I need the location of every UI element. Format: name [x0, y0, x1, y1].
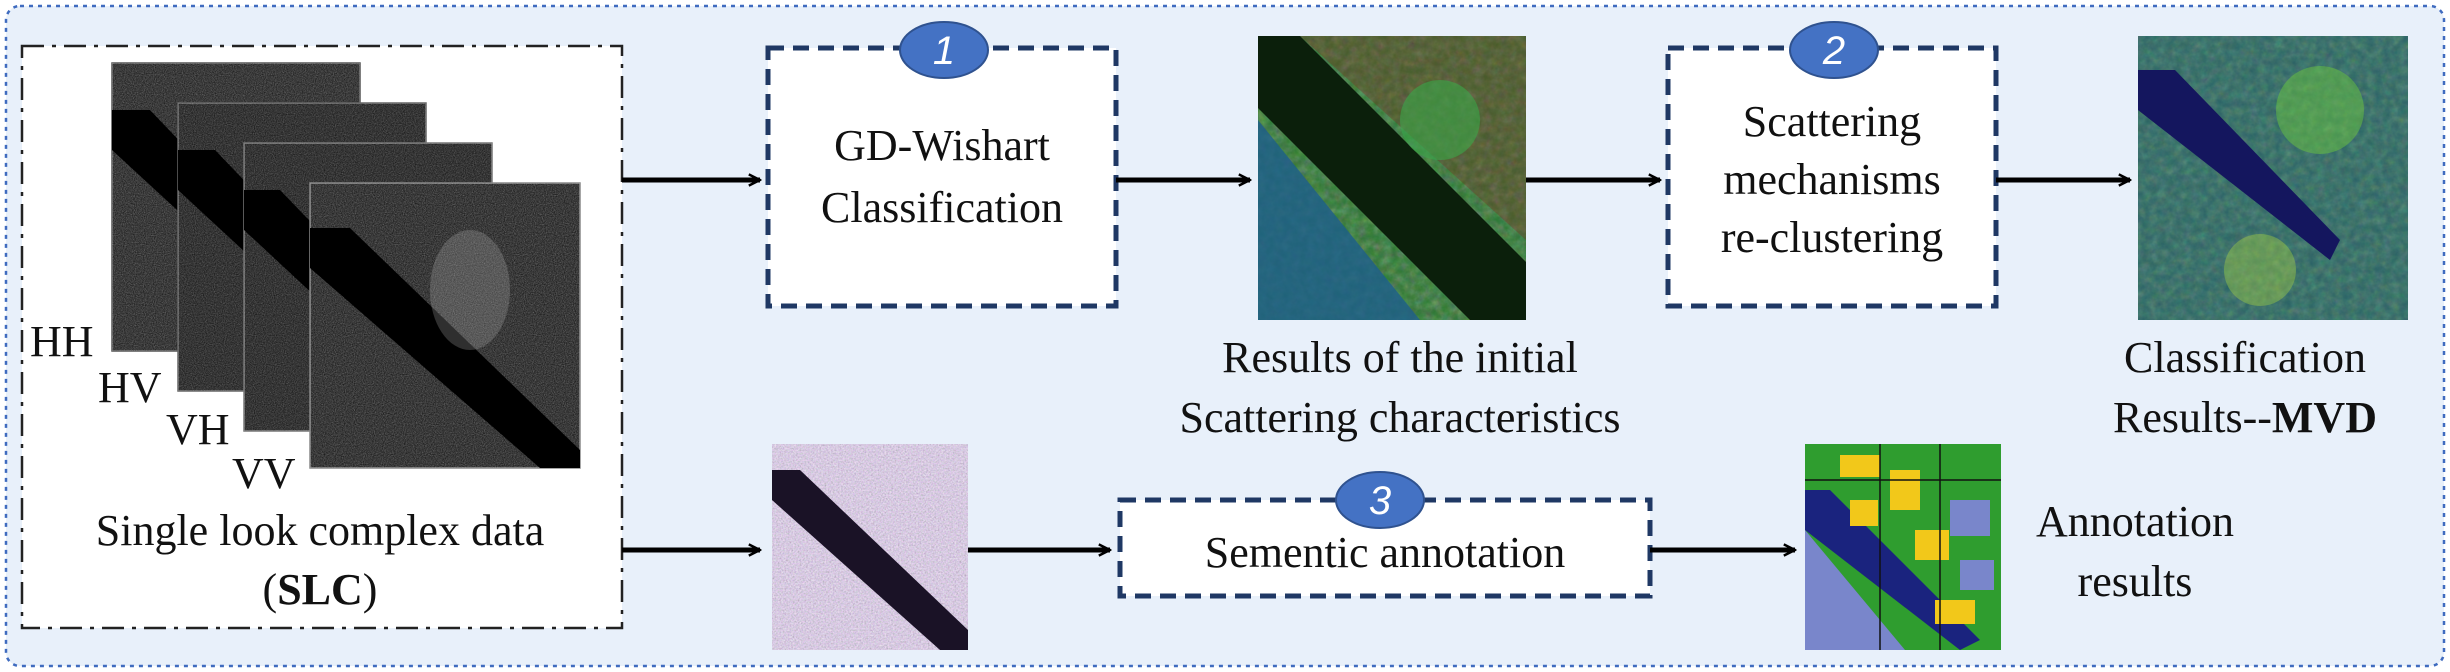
sar-rgb-image-icon	[772, 444, 968, 650]
pol-label-hh: HH	[30, 317, 94, 366]
classification-map-icon	[1258, 36, 1526, 320]
step-2-box	[1665, 45, 1999, 309]
step-3-number: 3	[1369, 479, 1391, 523]
final-result-caption-2: Results--MVD	[2113, 393, 2377, 442]
step-3-box	[1117, 497, 1653, 599]
initial-result-caption: Results of the initial	[1222, 333, 1578, 382]
numbered-circle-icon	[899, 21, 989, 79]
step-1-label-line2: Classification	[821, 183, 1063, 232]
final-result-caption: Classification	[2124, 333, 2366, 382]
sar-image-stack-icon	[111, 62, 581, 469]
annotation-caption-2: results	[2078, 557, 2193, 606]
step-2-label-line3: re-clustering	[1721, 213, 1943, 262]
numbered-circle-icon	[1335, 471, 1425, 529]
step-1-box	[765, 45, 1119, 309]
pol-label-vh: VH	[166, 405, 230, 454]
annotation-map-icon	[1805, 444, 2001, 650]
step-2-label-line2: mechanisms	[1723, 155, 1941, 204]
classification-map-icon	[2138, 36, 2408, 320]
slc-caption: Single look complex data	[96, 506, 544, 555]
pol-label-vv: VV	[232, 449, 296, 498]
step-1-label-line1: GD-Wishart	[834, 121, 1050, 170]
step-2-label-line1: Scattering	[1743, 97, 1921, 146]
slc-caption-abbr: (SLC)	[263, 565, 378, 614]
step-3-label: Sementic annotation	[1205, 528, 1565, 577]
initial-result-caption-2: Scattering characteristics	[1179, 393, 1620, 442]
numbered-circle-icon	[1789, 21, 1879, 79]
step-2-number: 2	[1822, 29, 1845, 73]
annotation-caption: Annotation	[2036, 497, 2234, 546]
pol-label-hv: HV	[98, 363, 162, 412]
step-1-number: 1	[933, 29, 955, 73]
